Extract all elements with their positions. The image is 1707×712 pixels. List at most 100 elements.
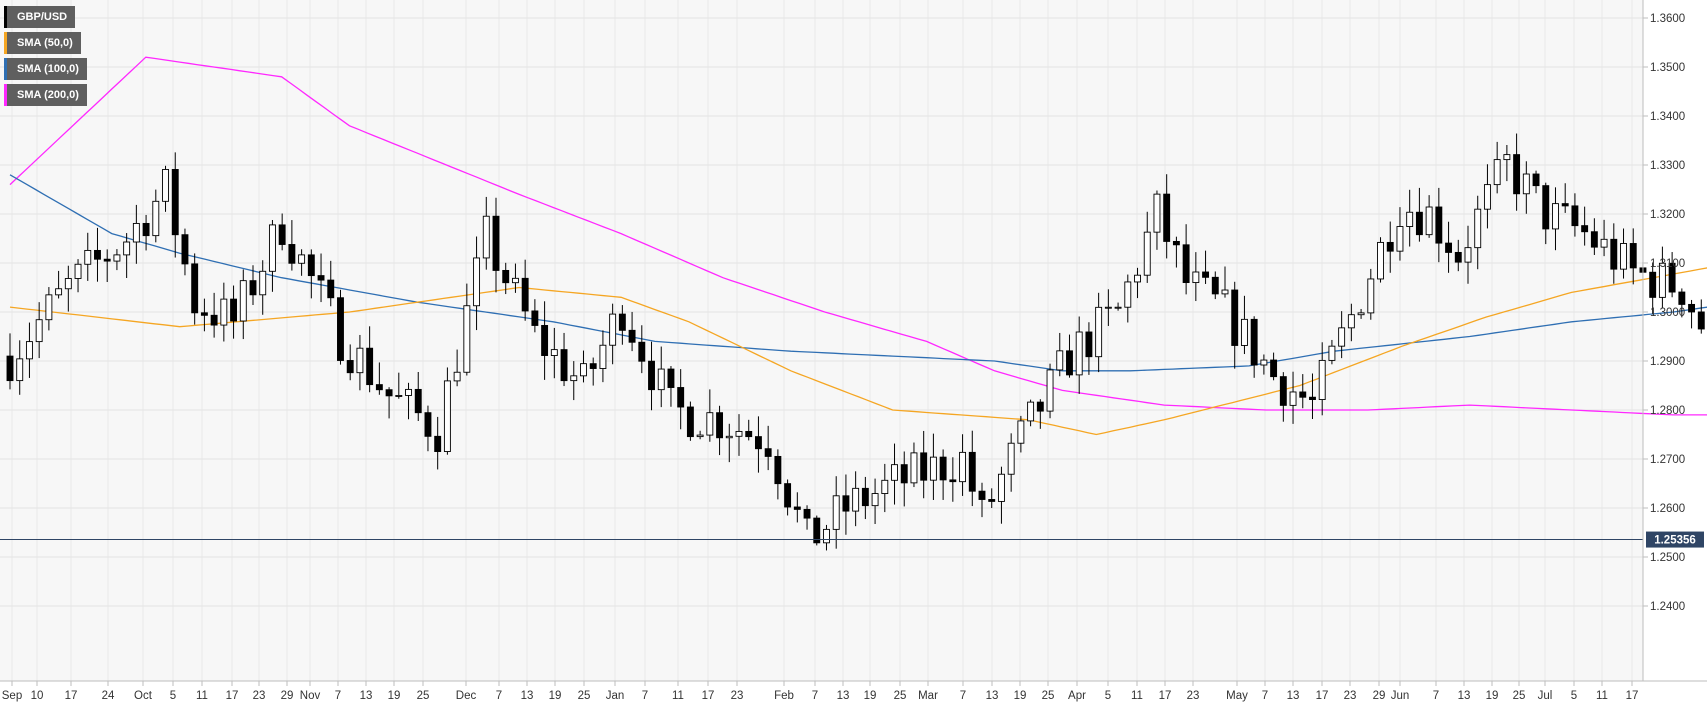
legend-label: SMA (100,0) [17,63,79,75]
candle [1143,211,1151,283]
candle [793,492,801,523]
candle [473,236,481,331]
candle [1377,237,1384,283]
candle [871,478,879,525]
candle [910,442,918,488]
x-tick-label: 13 [1458,690,1471,702]
candle [920,430,928,499]
x-tick-label: 29 [281,690,294,702]
candle [764,425,772,471]
legend-swatch [4,84,7,106]
x-tick-label: 13 [1287,690,1300,702]
x-tick-label: 29 [1373,690,1386,702]
candle [531,299,539,333]
x-tick-label: Mar [918,690,938,702]
x-tick-label: 17 [1316,690,1329,702]
x-tick-label: 7 [1262,690,1268,702]
candle [1668,252,1676,298]
y-tick-label: 1.3400 [1650,111,1685,123]
y-tick-label: 1.3600 [1650,13,1685,25]
candle [1289,371,1297,424]
candle [997,466,1005,524]
legend-item-sma100[interactable]: SMA (100,0) [4,58,87,80]
plot-background [0,0,1643,681]
candle [978,482,986,518]
candle [356,334,364,391]
x-tick-label: 19 [388,690,401,702]
candle [259,260,267,315]
x-tick-label: Nov [300,690,321,702]
candle [1056,332,1064,377]
candle [628,311,636,352]
sma-lines [9,56,1707,436]
candle [1299,374,1307,409]
legend-swatch [4,32,7,54]
candle [1561,183,1569,213]
y-tick-label: 1.2800 [1650,405,1685,417]
legend: GBP/USD SMA (50,0) SMA (100,0) SMA (200,… [4,6,87,110]
y-tick-label: 1.2500 [1650,552,1685,564]
candle [1066,334,1073,378]
candle [1134,267,1141,299]
candle [541,301,549,380]
candle [599,330,607,383]
candle [1445,221,1453,273]
x-tick-label: Apr [1068,690,1086,702]
legend-item-sma50[interactable]: SMA (50,0) [4,32,81,54]
candle [959,434,967,496]
candle [696,430,704,440]
x-tick-label: Sep [2,690,22,702]
candle [1192,252,1200,302]
candle [25,322,33,378]
candle [1474,195,1482,270]
candle [1513,133,1521,211]
x-tick-label: 7 [812,690,818,702]
candle [366,326,374,393]
x-tick-label: 7 [335,690,341,702]
y-tick-label: 1.3000 [1650,307,1685,319]
x-tick-label: 7 [1433,690,1439,702]
candle [550,327,558,379]
legend-item-gbpusd[interactable]: GBP/USD [4,6,76,28]
candle [230,285,238,339]
candle [1425,195,1433,238]
candle [1240,295,1248,355]
candle [317,253,325,303]
candle [803,505,811,530]
candle [667,366,675,407]
candle [1396,207,1404,261]
x-tick-label: 17 [1159,690,1172,702]
x-tick-label: 23 [253,690,266,702]
candle [346,344,354,381]
candle [1483,164,1491,229]
candle [638,325,646,374]
candle [1688,299,1696,329]
x-tick-label: 11 [672,690,684,702]
x-tick-label: Jan [606,690,625,702]
candle [1027,399,1035,427]
candle [813,515,821,546]
candle [560,332,568,387]
candle [774,449,782,500]
candle [162,165,169,212]
candle [64,265,72,312]
candle [123,233,131,279]
legend-item-sma200[interactable]: SMA (200,0) [4,84,87,106]
candle [210,292,218,338]
candle [939,449,947,500]
x-axis: Sep 10 17 24 Oct 5 11 17 23 29 Nov 7 13 19 25 Dec 7 13 19 2… [2,681,1638,702]
sma-100-line [9,174,1707,372]
candle [929,433,937,500]
candle [618,305,626,345]
candle [949,457,957,502]
x-tick-label: 11 [1131,690,1143,702]
candle [725,423,733,463]
candle [1211,271,1219,300]
candle [502,262,510,295]
x-tick-label: 13 [986,690,999,702]
y-tick-label: 1.2900 [1650,356,1685,368]
x-tick-label: 19 [1486,690,1499,702]
candle [453,349,461,387]
candle [152,189,160,243]
